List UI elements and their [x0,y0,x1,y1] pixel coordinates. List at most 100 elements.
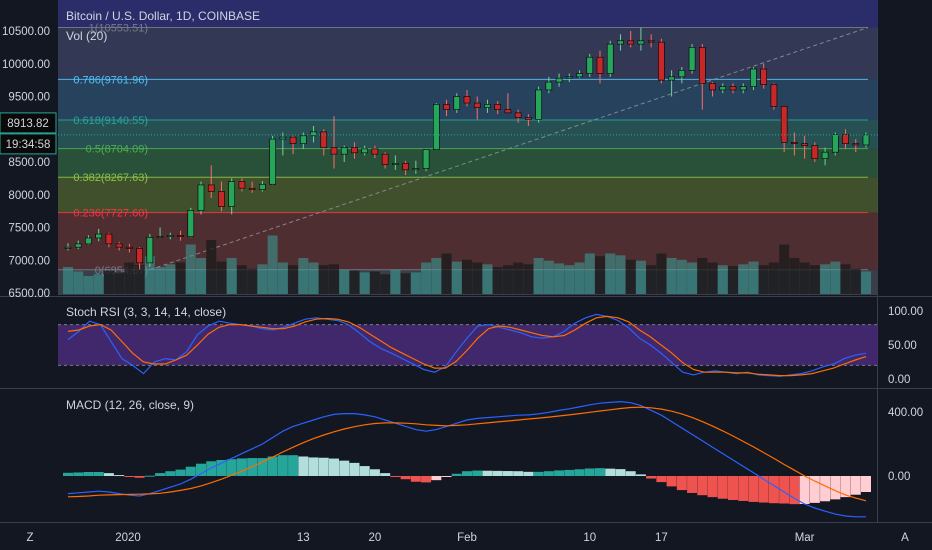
current-price-label: 8913.82 [7,118,49,130]
volume-bar [707,262,718,294]
current-price-badge [0,112,57,134]
macd-histogram-bar [768,476,779,504]
volume-bar [431,258,442,294]
candle [535,89,542,120]
macd-histogram-bar [196,463,206,476]
macd-histogram-bar [809,476,820,503]
macd-histogram-bar [472,470,483,476]
macd-histogram-bar [431,476,442,481]
candle [340,147,348,155]
zoom-button[interactable]: Z [26,532,33,544]
macd-histogram-bar [850,476,861,495]
candle [463,96,471,104]
macd-histogram-bar [390,476,401,477]
volume-bar [124,262,135,294]
candle [156,236,164,238]
candle [248,187,256,190]
volume-bar [155,267,166,294]
candle [750,68,757,87]
volume-bar [114,272,125,294]
time-tick-label: Mar [795,532,815,544]
candle [617,40,624,45]
macd-histogram-bar [63,472,73,476]
candle [402,163,409,171]
candle [719,86,727,91]
macd-histogram-bar [482,470,493,476]
macd-histogram-bar [288,455,299,476]
volume-bar [656,253,667,294]
candle [228,181,235,207]
macd-histogram-bar [318,457,329,476]
candle [545,81,553,91]
macd-histogram-bar [779,476,790,504]
volume-bar [134,265,145,294]
volume-bar [103,270,114,294]
candle [351,147,358,154]
volume-bar [799,262,810,294]
candle [566,76,573,79]
macd-histogram-bar [103,473,114,476]
candle [187,210,195,237]
fib-label: 0.236(7727.60) [73,208,148,220]
macd-histogram-bar [564,469,575,476]
macd-histogram-bar [574,469,585,476]
candle [381,153,389,165]
macd-histogram-bar [165,471,176,476]
time-tick-label: 17 [655,532,668,544]
candle [658,41,665,81]
candle [760,68,767,86]
macd-histogram-bar [298,456,309,476]
candle [811,145,819,160]
candle [504,109,512,114]
candle [637,40,645,45]
candle [780,106,788,143]
macd-histogram-bar [595,468,605,476]
macd-histogram-bar [697,476,708,496]
fib-label: 0.382(8267.63) [73,172,148,184]
volume-bar [543,260,554,294]
candle [484,104,491,108]
volume-bar [482,264,493,294]
candle [289,136,297,144]
macd-label: MACD (12, 26, close, 9) [66,398,194,412]
candle [95,233,102,239]
volume-bar [369,271,380,294]
price-tick-label: 7500.00 [8,223,50,235]
time-tick-label: Feb [457,532,477,544]
volume-bar [697,258,708,294]
volume-bar [73,271,84,294]
auto-scale-button[interactable]: A [901,532,909,544]
candle [279,136,287,140]
fib-zone [58,148,878,178]
fib-zone-top [58,0,878,28]
volume-bar [513,262,524,294]
macd-histogram-bar [533,471,544,476]
macd-histogram-bar [257,458,268,476]
volume-bar [625,259,636,294]
candle [269,138,276,185]
macd-histogram-bar [277,455,288,476]
price-tick-label: 9500.00 [8,92,50,104]
candle [85,237,92,245]
macd-histogram-bar [523,471,534,476]
volume-bar [502,265,513,294]
volume-bar [595,256,605,294]
candle [412,168,420,171]
macd-histogram-bar [728,476,738,500]
macd-histogram-bar [144,475,155,477]
volume-bar [216,261,227,294]
price-tick-label: 10000.00 [2,59,50,71]
time-tick-label: 20 [369,532,382,544]
volume-bar [144,256,155,294]
stoch-rsi-label: Stoch RSI (3, 3, 14, 14, close) [66,305,226,319]
volume-bar [523,264,534,294]
volume-bar [165,264,176,294]
candle [555,77,563,83]
volume-bar [717,265,728,294]
candle [259,183,266,190]
volume-bar [779,244,790,294]
volume-bar [462,259,472,294]
volume-bar [400,273,411,294]
candle [361,148,368,154]
